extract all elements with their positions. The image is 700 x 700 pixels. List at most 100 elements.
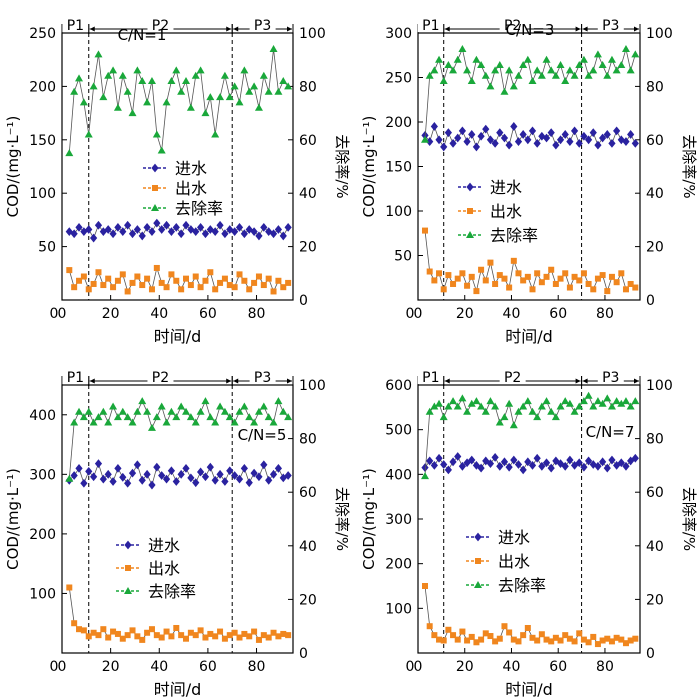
- data-point: [236, 634, 243, 641]
- legend-label: 出水: [175, 179, 207, 198]
- data-point: [575, 402, 584, 410]
- data-point: [454, 133, 462, 143]
- y2-tick-label: 60: [299, 485, 317, 501]
- y2-tick-label: 20: [299, 592, 317, 608]
- phase-label: P1: [422, 18, 439, 34]
- y-tick-label: 100: [29, 186, 56, 202]
- data-point: [491, 66, 500, 74]
- data-point: [157, 402, 166, 410]
- data-point: [255, 636, 262, 643]
- data-point: [486, 135, 495, 145]
- data-point: [152, 413, 161, 421]
- chart-panel-3: P1 P2 P3 0 20 40 60 80 0 100 200 300 400 0 20 40 60 80 100…: [4, 370, 351, 699]
- data-point: [458, 126, 466, 136]
- data-point: [435, 135, 443, 145]
- data-point: [280, 630, 287, 637]
- data-point: [94, 459, 103, 469]
- data-point: [613, 634, 620, 641]
- phase-arrow-left: [89, 378, 95, 384]
- data-point: [444, 128, 452, 138]
- x-tick-label: 0: [58, 659, 67, 675]
- data-point: [245, 478, 253, 488]
- data-point: [468, 455, 476, 465]
- data-point: [435, 399, 444, 407]
- y2-tick-label: 60: [299, 133, 317, 149]
- phase-arrow-left: [582, 378, 588, 384]
- data-point: [231, 471, 239, 480]
- data-point: [90, 629, 97, 636]
- data-point: [144, 275, 151, 282]
- data-point: [138, 77, 147, 85]
- data-point: [236, 271, 243, 278]
- data-point: [177, 469, 185, 479]
- data-point: [622, 286, 629, 293]
- data-point: [570, 407, 579, 415]
- data-point: [580, 131, 588, 141]
- y-tick-label: 200: [385, 557, 412, 573]
- x-tick-label: 40: [503, 659, 521, 675]
- legend-label: 进水: [175, 159, 207, 178]
- y-tick-label: 400: [385, 467, 412, 483]
- data-point: [99, 474, 107, 484]
- phase-label: P1: [67, 18, 84, 34]
- data-point: [231, 284, 238, 291]
- data-point: [500, 87, 509, 95]
- data-point: [118, 407, 127, 415]
- data-point: [90, 472, 98, 482]
- data-point: [520, 632, 527, 639]
- data-point: [562, 270, 569, 277]
- data-point: [552, 140, 560, 150]
- phase-label: P3: [602, 18, 619, 34]
- data-point: [230, 418, 239, 426]
- legend-label: 去除率: [490, 226, 538, 245]
- data-point: [496, 635, 503, 642]
- y-axis-label: COD/(mg·L⁻¹): [4, 116, 22, 218]
- phase-arrow-left: [233, 26, 239, 32]
- data-point: [482, 277, 489, 284]
- data-point: [201, 109, 210, 117]
- data-point: [265, 275, 272, 282]
- data-point: [514, 407, 523, 415]
- data-point: [506, 284, 513, 291]
- plot-frame: [61, 384, 294, 654]
- data-point: [274, 225, 283, 234]
- data-point: [478, 266, 485, 273]
- cn-ratio-label: C/N=1: [118, 26, 167, 44]
- data-point: [143, 469, 151, 479]
- data-point: [618, 270, 625, 277]
- data-point: [177, 87, 186, 95]
- data-point: [548, 266, 555, 273]
- data-point: [211, 227, 219, 237]
- legend-label: 去除率: [148, 582, 196, 601]
- legend-marker: [467, 208, 473, 214]
- data-point: [279, 231, 287, 241]
- data-point: [284, 82, 293, 90]
- x-tick-label: 40: [503, 306, 521, 322]
- data-point: [225, 93, 234, 101]
- data-point: [505, 399, 514, 407]
- data-point: [477, 463, 485, 473]
- legend-label: 进水: [148, 536, 180, 555]
- data-point: [254, 407, 263, 415]
- data-point: [133, 66, 142, 74]
- data-point: [274, 397, 283, 405]
- data-point: [284, 471, 292, 480]
- data-point: [70, 87, 79, 95]
- data-point: [143, 98, 152, 106]
- data-point: [496, 461, 504, 471]
- data-point: [144, 629, 151, 636]
- data-point: [449, 138, 457, 148]
- data-point: [496, 128, 504, 138]
- data-point: [226, 225, 234, 234]
- phase-label-bg: [417, 370, 444, 384]
- series-2: [422, 583, 639, 648]
- y-tick-label: 0: [406, 659, 415, 675]
- data-point: [105, 275, 112, 282]
- y2-tick-label: 40: [299, 186, 317, 202]
- data-point: [75, 74, 84, 82]
- data-point: [255, 472, 263, 482]
- phase-label: P2: [152, 18, 169, 34]
- phase-arrow-left: [582, 26, 588, 32]
- phase-label: P2: [504, 370, 521, 386]
